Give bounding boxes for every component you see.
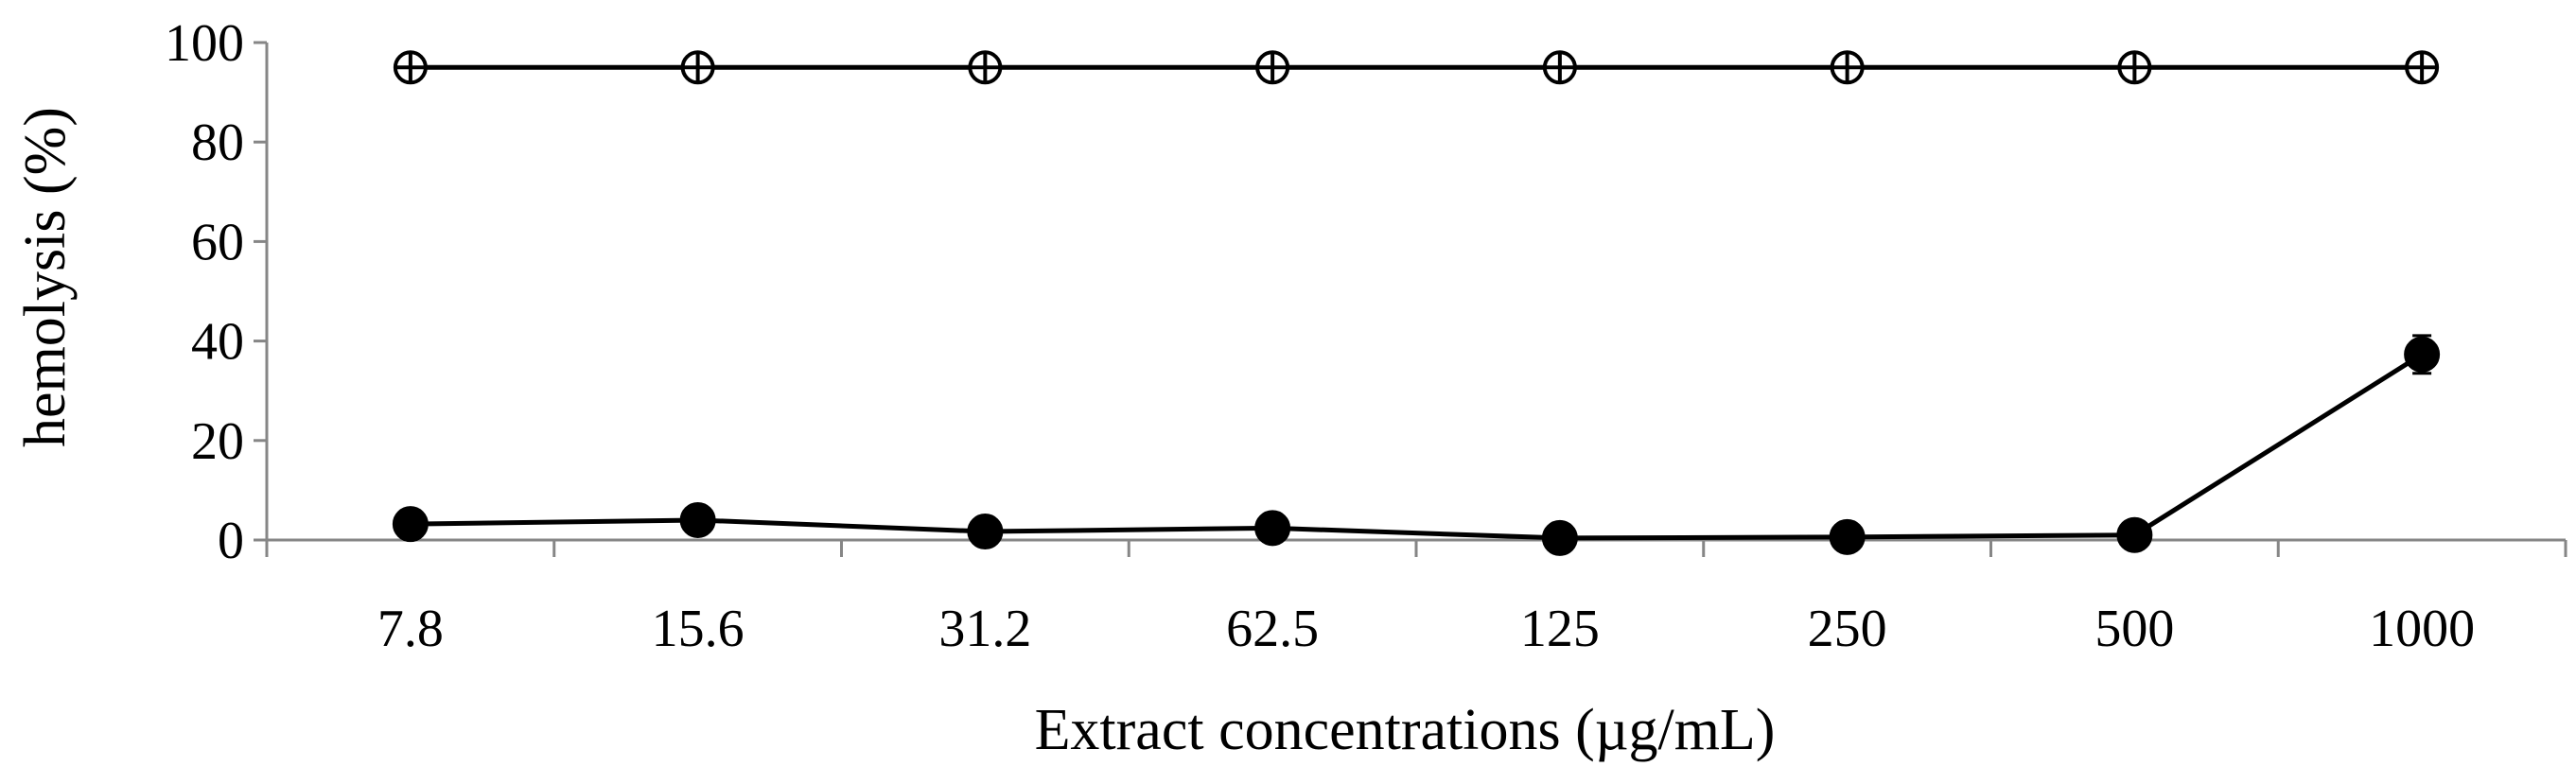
y-tick-label: 100 <box>165 14 244 73</box>
x-axis-title: Extract concentrations (µg/mL) <box>1035 698 1776 762</box>
data-point <box>1541 519 1578 556</box>
y-tick-label: 20 <box>191 412 244 471</box>
y-tick-label: 40 <box>191 313 244 372</box>
y-axis-title: hemolysis (%) <box>13 107 78 447</box>
y-tick-label: 80 <box>191 113 244 172</box>
data-point <box>1830 50 1865 85</box>
x-tick-label: 7.8 <box>377 600 444 658</box>
x-tick-label: 250 <box>1808 600 1887 658</box>
data-point <box>2405 50 2440 85</box>
data-point <box>679 501 716 538</box>
data-point <box>393 50 428 85</box>
x-tick-label: 1000 <box>2369 600 2475 658</box>
data-point <box>680 50 715 85</box>
x-axis: 7.8 15.6 31.2 62.5 125 250 500 1000 <box>265 538 2567 658</box>
y-tick-label: 60 <box>191 213 244 271</box>
data-point <box>968 50 1003 85</box>
data-point <box>1254 510 1291 547</box>
data-point <box>2404 336 2441 373</box>
data-point <box>1542 50 1577 85</box>
x-tick-label: 500 <box>2094 600 2174 658</box>
data-point <box>967 514 1004 550</box>
y-axis: 0 20 40 60 80 100 <box>165 14 269 570</box>
series-2 <box>392 334 2441 556</box>
x-tick-label: 15.6 <box>652 600 745 658</box>
x-tick-label: 62.5 <box>1226 600 1319 658</box>
data-point <box>1255 50 1290 85</box>
plot-area <box>392 50 2441 556</box>
data-point <box>2116 516 2153 553</box>
series-line <box>410 352 2424 541</box>
y-tick-label: 0 <box>218 512 244 570</box>
data-point <box>1829 518 1866 555</box>
x-tick-label: 31.2 <box>938 600 1031 658</box>
series-1 <box>393 50 2440 85</box>
data-point <box>2117 50 2152 85</box>
data-point <box>392 506 429 543</box>
x-tick-label: 125 <box>1520 600 1600 658</box>
